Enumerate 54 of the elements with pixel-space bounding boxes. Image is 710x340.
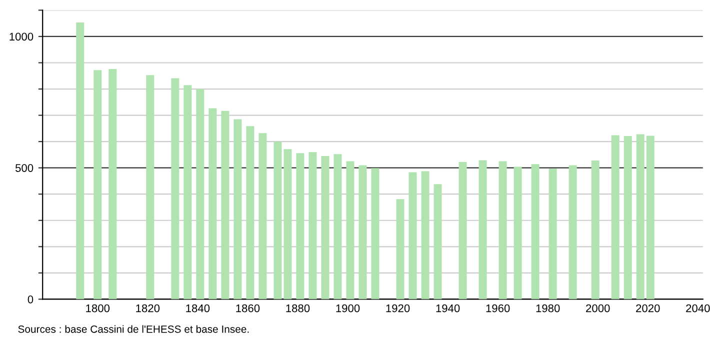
bar (346, 161, 354, 300)
bar (146, 75, 154, 300)
x-tick-label: 1980 (536, 304, 560, 312)
bar (171, 78, 180, 300)
bar (478, 160, 487, 300)
bar (246, 126, 254, 300)
bar (334, 154, 342, 300)
bar (184, 85, 192, 300)
bar (514, 166, 522, 300)
bar (94, 70, 102, 300)
bar (208, 108, 217, 300)
x-tick-label: 1800 (86, 304, 110, 312)
bar (396, 199, 404, 300)
bar (408, 172, 417, 300)
bar (321, 156, 330, 300)
bar (108, 69, 117, 300)
x-tick-label: 2040 (686, 304, 710, 312)
x-tick-label: 1900 (336, 304, 360, 312)
source-note: Sources : base Cassini de l'EHESS et base Insee. (18, 325, 249, 333)
bar (258, 133, 267, 300)
bar (498, 161, 507, 300)
bar (636, 134, 644, 300)
bar (458, 162, 467, 300)
bar (421, 171, 430, 300)
bar (76, 22, 84, 300)
bar (611, 135, 620, 300)
x-tick-label: 1820 (136, 304, 160, 312)
y-tick-label: 1000 (10, 32, 34, 41)
bar (284, 149, 292, 300)
x-tick-label: 1880 (286, 304, 310, 312)
bar (234, 119, 242, 300)
bar (434, 184, 442, 300)
bar (296, 153, 304, 300)
bar (358, 165, 367, 300)
bar (196, 89, 204, 300)
bar (548, 168, 557, 300)
bar (568, 165, 577, 300)
x-tick-label: 2020 (636, 304, 660, 312)
x-tick-label: 1960 (486, 304, 510, 312)
y-tick-label: 500 (15, 164, 34, 172)
bar (531, 164, 540, 300)
x-tick-label: 2000 (586, 304, 610, 312)
x-tick-label: 1920 (386, 304, 410, 312)
bar (646, 136, 654, 300)
y-tick-label: 0 (28, 295, 34, 304)
x-tick-label: 1860 (236, 304, 260, 312)
bar (221, 110, 230, 300)
bar (274, 142, 282, 300)
bar (624, 136, 632, 300)
x-tick-label: 1840 (186, 304, 210, 312)
bar (591, 160, 600, 300)
bar (308, 152, 317, 300)
bar (371, 168, 380, 300)
x-tick-label: 1940 (436, 304, 460, 312)
